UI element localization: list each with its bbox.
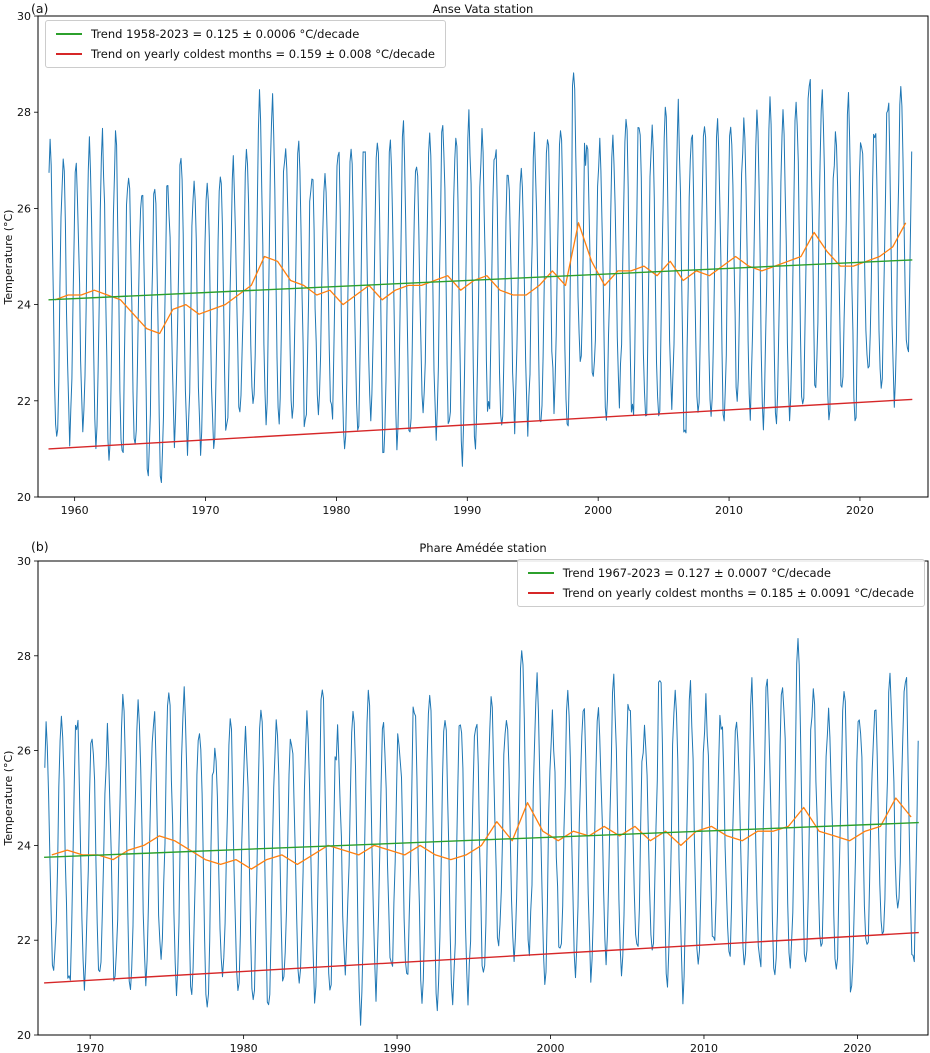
svg-text:1980: 1980 bbox=[322, 504, 350, 517]
legend-entry-trend: Trend 1958-2023 = 0.125 ± 0.0006 °C/deca… bbox=[56, 27, 435, 41]
svg-text:20: 20 bbox=[17, 1029, 31, 1042]
svg-text:26: 26 bbox=[17, 745, 31, 758]
coldest-trend-legend-label: Trend on yearly coldest months = 0.185 ±… bbox=[562, 586, 914, 600]
panel-label-a: (a) bbox=[31, 1, 49, 16]
panel-label-b: (b) bbox=[31, 539, 49, 554]
svg-text:Temperature (°C): Temperature (°C) bbox=[2, 751, 15, 847]
chart-title-b: Phare Amédée station bbox=[419, 541, 547, 555]
svg-text:1970: 1970 bbox=[76, 1042, 104, 1053]
svg-text:30: 30 bbox=[17, 555, 31, 568]
svg-text:1970: 1970 bbox=[192, 504, 220, 517]
trend-legend-label: Trend 1958-2023 = 0.125 ± 0.0006 °C/deca… bbox=[91, 27, 360, 41]
svg-text:1980: 1980 bbox=[230, 1042, 258, 1053]
trend-legend-label: Trend 1967-2023 = 0.127 ± 0.0007 °C/deca… bbox=[562, 566, 831, 580]
legend-entry-trend: Trend 1967-2023 = 0.127 ± 0.0007 °C/deca… bbox=[527, 566, 914, 580]
svg-text:1990: 1990 bbox=[383, 1042, 411, 1053]
coldest-trend-line-swatch bbox=[56, 53, 82, 55]
coldest-trend-line-swatch bbox=[527, 592, 554, 594]
svg-text:1960: 1960 bbox=[61, 504, 89, 517]
coldest-trend-legend-label: Trend on yearly coldest months = 0.159 ±… bbox=[91, 47, 435, 61]
svg-text:28: 28 bbox=[17, 106, 31, 119]
legend-entry-coldest-trend: Trend on yearly coldest months = 0.159 ±… bbox=[56, 47, 435, 61]
svg-text:2020: 2020 bbox=[843, 1042, 871, 1053]
chart-panel-a: 1960 1970 1980 1990 2000 2010 2020 20 22 24 26 28 30… bbox=[2, 1, 929, 517]
legend-a: Trend 1958-2023 = 0.125 ± 0.0006 °C/deca… bbox=[45, 20, 446, 68]
temperature-time-series-chart-a: 1960 1970 1980 1990 2000 2010 2020202224262830… bbox=[2, 10, 929, 517]
svg-text:24: 24 bbox=[17, 299, 31, 312]
svg-text:Temperature (°C): Temperature (°C) bbox=[2, 210, 15, 306]
chart-title-a: Anse Vata station bbox=[432, 2, 534, 16]
svg-text:2010: 2010 bbox=[690, 1042, 718, 1053]
legend-entry-coldest-trend: Trend on yearly coldest months = 0.185 ±… bbox=[527, 586, 914, 600]
svg-text:30: 30 bbox=[17, 10, 31, 23]
svg-text:22: 22 bbox=[17, 395, 31, 408]
svg-text:22: 22 bbox=[17, 934, 31, 947]
svg-text:2000: 2000 bbox=[584, 504, 612, 517]
svg-text:20: 20 bbox=[17, 491, 31, 504]
svg-text:2020: 2020 bbox=[846, 504, 874, 517]
svg-text:24: 24 bbox=[17, 839, 31, 852]
svg-text:2000: 2000 bbox=[537, 1042, 565, 1053]
svg-text:28: 28 bbox=[17, 650, 31, 663]
svg-text:26: 26 bbox=[17, 202, 31, 215]
svg-text:2010: 2010 bbox=[715, 504, 743, 517]
trend-line-swatch bbox=[527, 572, 554, 574]
trend-line-swatch bbox=[56, 33, 82, 35]
temperature-time-series-chart-b: 1970 1980 1990 2000 2010 2020202224262830Temp… bbox=[2, 555, 929, 1053]
chart-panel-b: 1970 1980 1990 2000 2010 2020 20 22 24 26 28 30 Temp… bbox=[0, 527, 930, 1053]
legend-b: Trend 1967-2023 = 0.127 ± 0.0007 °C/deca… bbox=[516, 559, 925, 607]
svg-text:1990: 1990 bbox=[453, 504, 481, 517]
